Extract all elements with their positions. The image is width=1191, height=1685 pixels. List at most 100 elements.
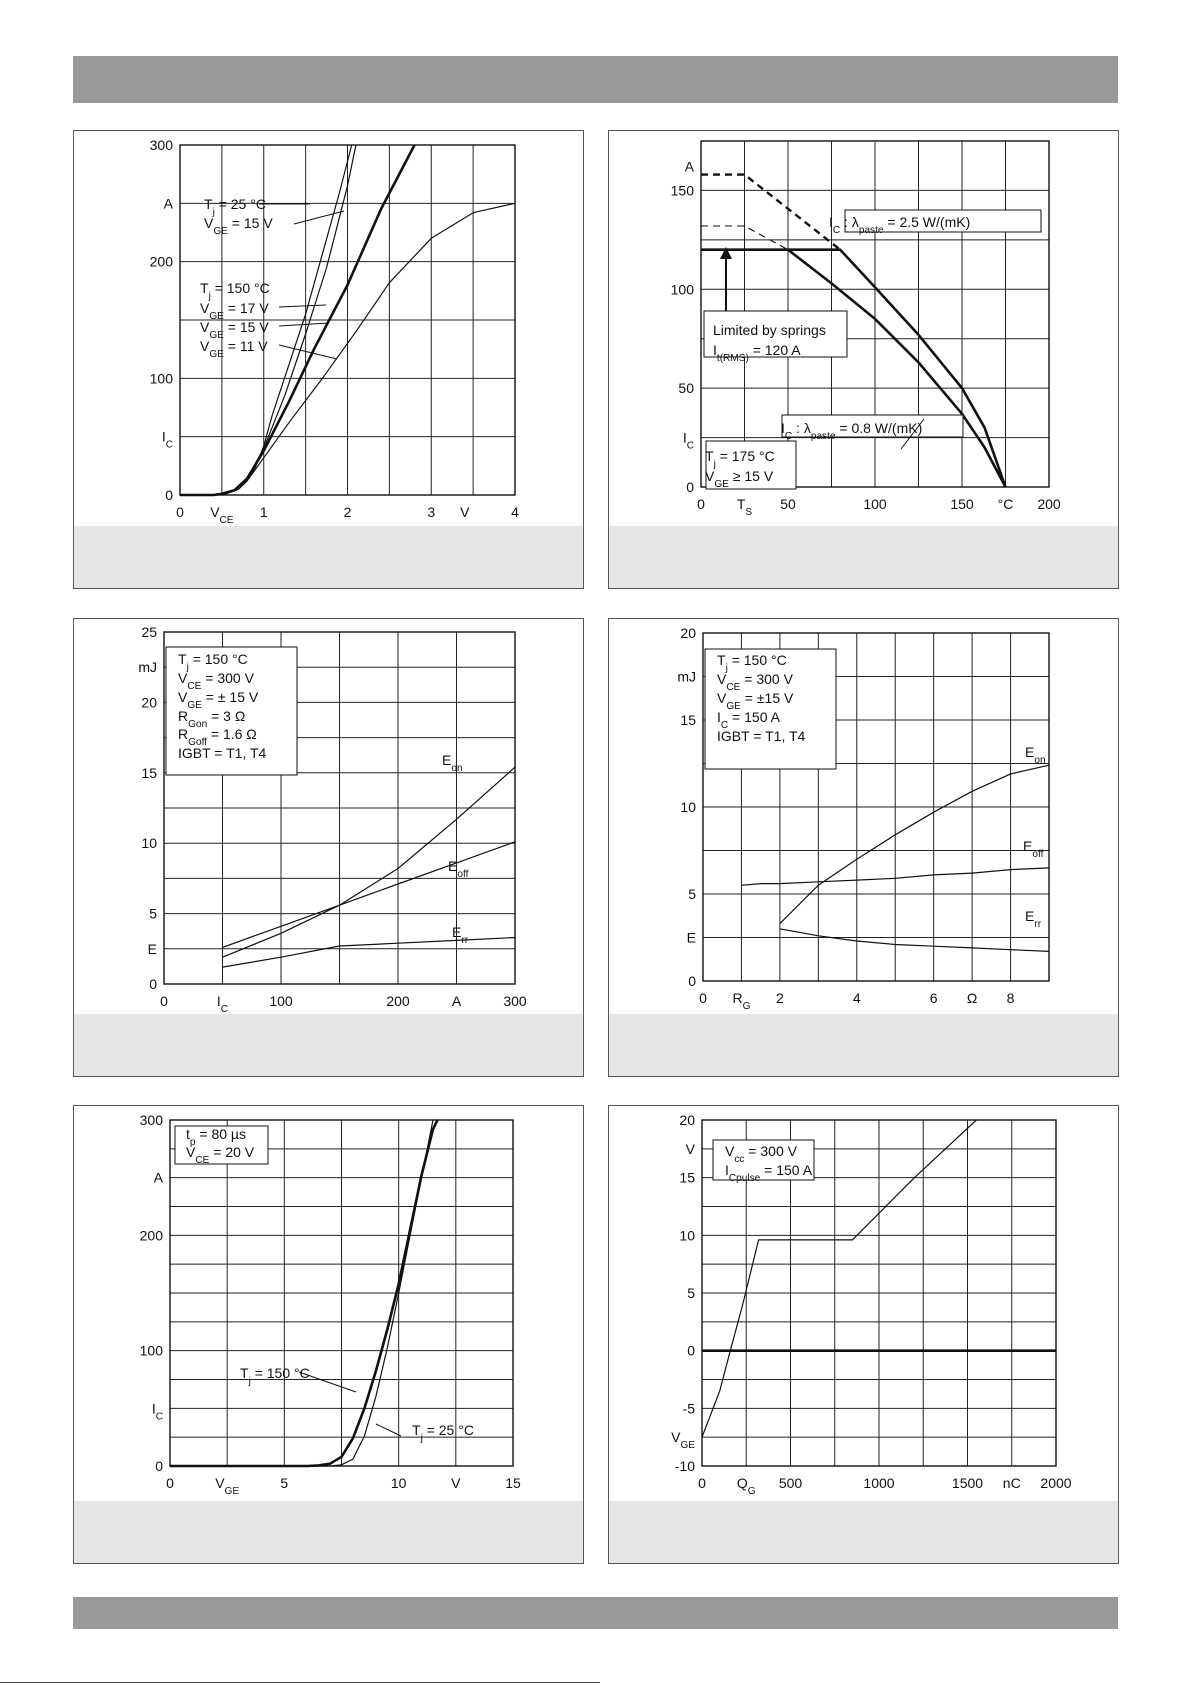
chart-panel-1: 300 A 200 100 IC 0 0 VCE 1 2 3 V 4 Tj = 25 °C VGE = 15… [73,130,584,589]
x-tick-label: 15 [505,1475,521,1491]
x-tick-label: 8 [1007,990,1015,1006]
y-tick-label: IC [152,1400,163,1422]
x-tick-label: 0 [698,1475,706,1491]
x-tick-label: nC [1003,1475,1021,1491]
annotation-label: VCE = 300 V [717,671,794,693]
plot-frame [701,1119,1057,1467]
y-tick-label: A [685,159,695,175]
plot-frame [169,1119,514,1467]
series-line-4 [787,248,1007,488]
series-line-2 [170,1119,434,1467]
annotation-label: tp = 80 µs [186,1126,246,1148]
chart-5-caption [74,1501,583,1563]
x-tick-label: VCE [210,504,234,526]
x-tick-label: 0 [176,504,184,520]
annotation-label: VCE = 300 V [178,670,255,692]
series-line-1 [701,1119,977,1438]
leader-line [298,1371,357,1393]
x-tick-label: TS [737,496,753,518]
series-line-1 [222,766,516,958]
annotation-label: Eoff [1023,838,1044,860]
x-tick-label: 300 [503,993,527,1009]
y-tick-label: 0 [687,1343,695,1359]
chart-3-svg: 25 mJ 20 15 10 5 E 00 IC 100 200 A 300 Tj = 150 °CVCE… [138,624,527,1015]
annotation-label: IC = 150 A [717,709,781,731]
x-tick-label: A [452,993,462,1009]
x-tick-label: QG [737,1475,756,1497]
y-tick-label: 100 [150,370,174,386]
x-tick-label: 0 [166,1475,174,1491]
x-tick-label: °C [998,496,1014,512]
series-line-3 [779,928,1050,952]
y-tick-label: IC [683,430,694,452]
chart-3-caption [74,1014,583,1076]
plot-frame [700,140,1050,488]
x-tick-label: 500 [779,1475,803,1491]
annotation-label: RGoff = 1.6 Ω [178,726,257,748]
y-tick-label: 25 [141,624,157,640]
arrow-head [720,247,732,259]
y-tick-label: 15 [679,1170,695,1186]
y-tick-label: -5 [683,1400,696,1416]
x-tick-label: V [451,1475,461,1491]
annotation-label: ICpulse = 150 A [725,1162,813,1184]
y-tick-label: 20 [679,1112,695,1128]
leader-line [900,418,925,450]
annotation-label: IGBT = T1, T4 [178,745,267,761]
y-tick-label: mJ [677,669,696,685]
series-line-3 [222,936,516,968]
x-tick-label: 200 [1037,496,1061,512]
annotation-label: Tj = 25 °C [412,1422,474,1444]
annotation-label: VCE = 20 V [186,1144,255,1166]
annotation-box [165,646,298,776]
y-tick-label: 10 [679,1227,695,1243]
x-tick-label: 100 [863,496,887,512]
x-tick-label: 2 [344,504,352,520]
leader-line [278,322,330,327]
chart-panel-5: 300 A 200 100 IC 0 0 VGE 5 10 V 15 tp = 80 µs VCE = 2… [73,1105,584,1564]
y-tick-label: 300 [150,137,174,153]
x-tick-label: 1500 [952,1475,983,1491]
annotation-label: Tj = 150 °C [717,652,787,674]
series-line-1 [779,764,1050,925]
annotation-label: Eon [1025,744,1046,766]
leader-line [278,344,338,360]
annotation-label: VGE ≥ 15 V [705,468,774,490]
annotation-box [844,209,1042,233]
annotation-label: Err [452,924,469,946]
x-tick-label: 200 [386,993,410,1009]
annotation-label: VGE = ± 15 V [178,689,259,711]
x-tick-label: 0 [160,993,168,1009]
annotation-box [174,1125,269,1165]
y-tick-label: 15 [141,765,157,781]
annotation-label: Tj = 150 °C [200,280,270,302]
annotation-box [703,310,848,358]
y-tick-label: 0 [149,976,157,992]
y-tick-label: 20 [680,625,696,641]
y-tick-label: 5 [688,886,696,902]
y-tick-label: 15 [680,712,696,728]
x-tick-label: 50 [780,496,796,512]
y-tick-label: V [686,1141,696,1157]
annotation-label: Limited by springs [713,322,826,338]
series-line-1 [701,173,841,251]
y-tick-label: 20 [141,694,157,710]
y-tick-label: 10 [141,835,157,851]
y-tick-label: 0 [686,479,694,495]
annotation-box [704,648,837,770]
annotation-label: Tj = 150 °C [178,651,248,673]
x-tick-label: 4 [511,504,519,520]
chart-6-caption [609,1501,1118,1563]
chart-2-caption [609,526,1118,588]
leader-line [375,1423,402,1437]
annotation-label: Err [1025,908,1042,930]
annotation-label: IC : λpaste = 2.5 W/(mK) [829,214,970,236]
x-tick-label: 150 [950,496,974,512]
y-tick-label: mJ [138,659,157,675]
chart-panel-6: 20 V 15 10 5 0 -5 VGE -10 0 QG 500 1000 1500 nC 2000 Vcc… [608,1105,1119,1564]
x-tick-label: VGE [215,1475,239,1497]
